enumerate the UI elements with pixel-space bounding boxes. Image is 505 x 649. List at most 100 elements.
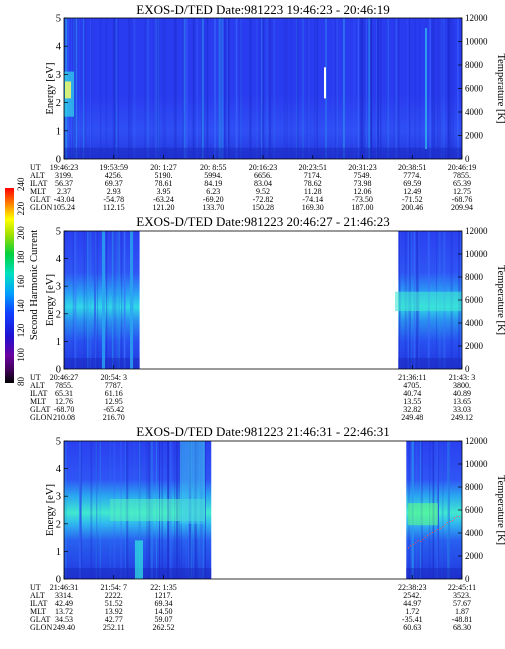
streak bbox=[283, 18, 286, 159]
streak bbox=[99, 441, 101, 579]
streak bbox=[186, 18, 188, 159]
streak bbox=[433, 18, 436, 159]
colorbar-tick-label: 240 bbox=[16, 177, 26, 191]
streak bbox=[441, 441, 443, 579]
y-tick-label: 2 bbox=[56, 309, 61, 320]
streak bbox=[164, 18, 167, 159]
orbit-cell: 2.37 bbox=[57, 187, 71, 196]
streak bbox=[261, 18, 263, 159]
streak bbox=[200, 18, 202, 159]
streak bbox=[72, 231, 74, 369]
orbit-cell: -54.78 bbox=[103, 195, 124, 204]
streak bbox=[364, 18, 366, 159]
y-axis-label: Energy [eV] bbox=[45, 274, 56, 326]
orbit-cell: 12.49 bbox=[403, 187, 421, 196]
streak bbox=[80, 441, 81, 579]
streak bbox=[429, 18, 431, 159]
orbit-cell: 51.52 bbox=[105, 599, 123, 608]
panel-title: EXOS-D/TED Date:981223 19:46:23 - 20:46:… bbox=[136, 2, 389, 17]
orbit-cell: 69.59 bbox=[403, 179, 421, 188]
streak bbox=[94, 231, 96, 369]
streak bbox=[256, 18, 258, 159]
orbit-cell: 5190. bbox=[155, 171, 173, 180]
streak bbox=[296, 18, 298, 159]
orbit-cell: 2542. bbox=[403, 591, 421, 600]
orbit-cell: 3.95 bbox=[157, 187, 171, 196]
streak bbox=[442, 441, 444, 579]
streak bbox=[64, 231, 66, 369]
orbit-cell: 20:31:23 bbox=[348, 163, 376, 172]
streak bbox=[249, 18, 252, 159]
streak bbox=[395, 18, 398, 159]
orbit-row-label: ILAT bbox=[30, 179, 47, 188]
orbit-cell: 249.12 bbox=[451, 413, 473, 422]
y2-tick-label: 6000 bbox=[465, 505, 484, 515]
low-energy-band bbox=[64, 147, 462, 159]
streak bbox=[99, 18, 102, 159]
streak bbox=[87, 231, 89, 369]
streak bbox=[128, 18, 129, 159]
y-tick-label: 5 bbox=[56, 227, 61, 238]
streak bbox=[308, 18, 310, 159]
streak bbox=[79, 441, 81, 579]
streak bbox=[316, 18, 319, 159]
streak bbox=[184, 18, 187, 159]
orbit-cell: 20:16:23 bbox=[249, 163, 277, 172]
streak bbox=[133, 18, 136, 159]
streak bbox=[361, 18, 364, 159]
orbit-cell: 12.76 bbox=[55, 397, 73, 406]
orbit-cell: 249.40 bbox=[53, 623, 75, 632]
orbit-cell: 21:46:31 bbox=[50, 583, 78, 592]
streak bbox=[448, 441, 450, 579]
orbit-cell: -63.24 bbox=[153, 195, 174, 204]
orbit-cell: 3800. bbox=[453, 381, 471, 390]
y2-tick-label: 10000 bbox=[465, 459, 488, 469]
orbit-cell: 65.39 bbox=[453, 179, 471, 188]
streak bbox=[203, 18, 205, 159]
orbit-cell: 7855. bbox=[55, 381, 73, 390]
y-tick-label: 1 bbox=[56, 126, 61, 137]
feature bbox=[425, 28, 427, 149]
streak bbox=[78, 18, 80, 159]
streak bbox=[173, 18, 175, 159]
orbit-cell: 3199. bbox=[55, 171, 73, 180]
orbit-cell: 216.70 bbox=[103, 413, 125, 422]
orbit-cell: 5994. bbox=[204, 171, 222, 180]
low-energy-band bbox=[406, 567, 462, 579]
panel-3: EXOS-D/TED Date:981223 21:46:31 - 22:46:… bbox=[30, 424, 505, 632]
streak bbox=[370, 18, 373, 159]
streak bbox=[228, 18, 230, 159]
spectrogram-band bbox=[64, 18, 462, 159]
colorbar-gradient bbox=[5, 188, 14, 383]
y2-axis-label: Temperature [K] bbox=[495, 475, 505, 545]
orbit-cell: 13.92 bbox=[105, 607, 123, 616]
streak bbox=[162, 18, 164, 159]
orbit-cell: 209.94 bbox=[451, 203, 473, 212]
colorbar-tick-label: 100 bbox=[16, 348, 26, 362]
streak bbox=[79, 441, 82, 579]
streak bbox=[213, 18, 217, 159]
orbit-cell: 22:45:11 bbox=[448, 583, 476, 592]
y-tick-label: 0 bbox=[56, 575, 61, 586]
streak bbox=[75, 18, 78, 159]
streak bbox=[221, 18, 224, 159]
orbit-row-label: GLON bbox=[30, 623, 52, 632]
orbit-cell: 40.89 bbox=[453, 389, 471, 398]
orbit-cell: -65.42 bbox=[103, 405, 124, 414]
streak bbox=[380, 18, 382, 159]
streak bbox=[192, 18, 195, 159]
orbit-cell: 1.72 bbox=[405, 607, 419, 616]
orbit-cell: 57.67 bbox=[453, 599, 471, 608]
streak bbox=[227, 18, 229, 159]
orbit-row-label: GLON bbox=[30, 203, 52, 212]
panels: EXOS-D/TED Date:981223 19:46:23 - 20:46:… bbox=[30, 2, 505, 632]
streak bbox=[116, 231, 119, 369]
streak bbox=[360, 18, 363, 159]
orbit-cell: 14.50 bbox=[155, 607, 173, 616]
streak bbox=[175, 18, 177, 159]
orbit-cell: 32.82 bbox=[403, 405, 421, 414]
streak bbox=[414, 18, 417, 159]
streak bbox=[108, 231, 109, 369]
y-tick-label: 3 bbox=[56, 70, 61, 81]
orbit-cell: 78.62 bbox=[304, 179, 322, 188]
